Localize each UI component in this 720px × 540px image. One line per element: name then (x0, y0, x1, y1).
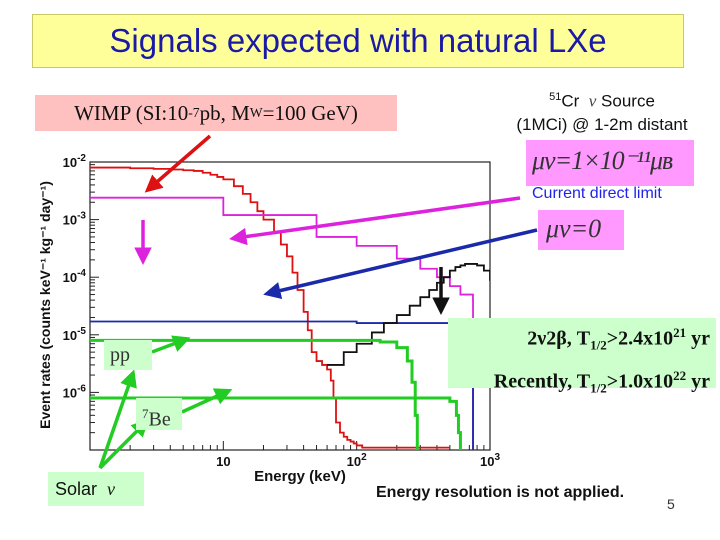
source-nu-symbol: ν (588, 91, 597, 111)
dbd-line2-sub: 1/2 (590, 380, 607, 396)
x-axis-label: Energy (keV) (254, 468, 346, 485)
dbd-line2-mid: >1.0x10 (606, 370, 674, 393)
dbd-line1-mid: >2.4x10 (606, 327, 674, 350)
dbd-line1-prefix: 2ν2β, T (527, 327, 591, 350)
double-beta-label: 2ν2β, T1/2>2.4x1021 yr Recently, T1/2>1.… (448, 318, 716, 395)
series-layer (90, 166, 490, 450)
series-line-be7 (90, 396, 462, 450)
wimp-label-sub: W (249, 105, 263, 120)
be7-text: Be (148, 408, 171, 431)
source-distance: (1MCi) @ 1-2m distant (516, 114, 688, 134)
solar-arrow-2 (98, 419, 149, 470)
dbd-line2-sup: 22 (673, 367, 687, 383)
cr-zero-arrow (263, 228, 538, 300)
source-element: Cr (561, 91, 580, 111)
x-tick-label: 102 (347, 452, 367, 469)
magnetic-moment-label-2: μν=0 (546, 214, 602, 243)
solar-nu-symbol: ν (107, 479, 116, 499)
source-suffix: Source (596, 91, 655, 111)
y-tick-label: 10-4 (63, 268, 87, 285)
magnetic-moment-label-1: μν=1×10⁻¹¹μʙ (532, 146, 673, 175)
cr-magnetic-arrow (229, 196, 521, 246)
wimp-label-exp: -7 (188, 105, 200, 120)
pp-label: pp (104, 340, 152, 370)
dbd-line2-suffix: yr (686, 370, 710, 393)
x-tick-label: 103 (480, 452, 500, 469)
dbd-line2-prefix: Recently, T (493, 370, 591, 393)
resolution-note: Energy resolution is not applied. (376, 484, 625, 501)
be7-mass: 7 (142, 406, 149, 421)
title-banner: Signals expected with natural LXe (32, 14, 684, 68)
wimp-label: WIMP (SI:10 -7 pb, M W =100 GeV) (35, 95, 397, 131)
series-line-wimp (90, 166, 450, 449)
y-tick-label: 10-5 (63, 326, 87, 343)
axis-ticks: 10 102 103 10-2 10-3 10-4 10-5 10-6 (63, 153, 501, 469)
series-line-double_beta (327, 263, 490, 366)
magnetic-moment-box-1: μν=1×10⁻¹¹μʙ (526, 140, 694, 186)
dbd-line1-sub: 1/2 (590, 337, 607, 353)
be7-arrow (181, 388, 233, 414)
solar-text: Solar (55, 479, 98, 499)
y-tick-label: 10-6 (63, 383, 87, 400)
y-axis-label: Event rates (counts keV⁻¹ kg⁻¹ day⁻¹) (37, 181, 53, 429)
source-label: 51Cr ν Source (1MCi) @ 1-2m distant (492, 86, 712, 136)
wimp-label-prefix: WIMP (SI:10 (74, 100, 189, 125)
page-number: 5 (667, 496, 675, 512)
y-tick-label: 10-3 (63, 211, 87, 228)
source-isotope-mass: 51 (549, 91, 562, 103)
dbd-line1-suffix: yr (686, 327, 710, 350)
be7-label: 7Be (136, 398, 182, 431)
magnetic-moment-box-2: μν=0 (538, 210, 624, 250)
slide-title: Signals expected with natural LXe (109, 22, 607, 59)
pp-arrow (151, 335, 191, 354)
direct-limit-label: Current direct limit (532, 185, 662, 202)
wimp-label-suffix: =100 GeV) (262, 100, 358, 125)
plot-frame (89, 161, 491, 451)
solar-label: Solar ν (48, 472, 144, 506)
y-tick-label: 10-2 (63, 153, 87, 170)
wimp-label-mid: pb, M (199, 100, 250, 125)
dbd-line1-sup: 21 (673, 325, 687, 340)
x-tick-label: 10 (216, 454, 230, 469)
solar-arrow-1 (98, 369, 137, 469)
wimp-arrow-1 (144, 134, 212, 193)
series-line-cr_magnetic (90, 196, 474, 450)
